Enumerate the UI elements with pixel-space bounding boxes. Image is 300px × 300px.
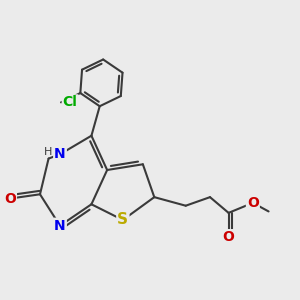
Text: O: O	[4, 192, 16, 206]
Text: Cl: Cl	[63, 95, 78, 110]
Text: S: S	[117, 212, 128, 227]
Text: H: H	[44, 147, 52, 157]
Text: N: N	[54, 219, 66, 233]
Text: O: O	[223, 230, 235, 244]
Text: O: O	[247, 196, 259, 210]
Text: N: N	[54, 147, 66, 161]
